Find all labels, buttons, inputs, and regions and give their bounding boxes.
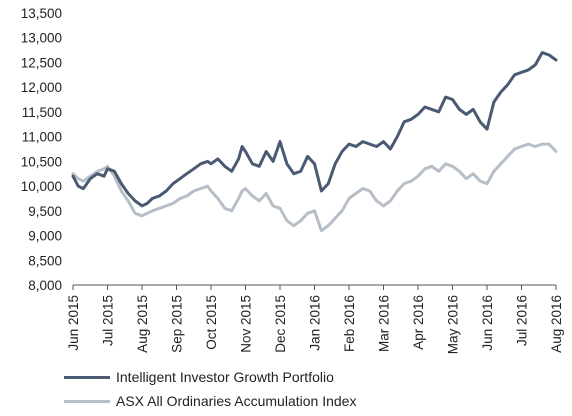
y-tick-label: 9,000 (28, 229, 62, 244)
y-tick-label: 10,500 (21, 154, 62, 169)
x-tick-label: Feb 2016 (342, 295, 357, 352)
y-tick-label: 12,000 (21, 80, 62, 95)
x-tick-label: Jan 2016 (308, 295, 323, 351)
x-tick-label: Nov 2015 (239, 295, 254, 353)
x-tick-label: Jul 2015 (101, 295, 116, 346)
legend-item: Intelligent Investor Growth Portfolio (64, 365, 356, 389)
legend-label: Intelligent Investor Growth Portfolio (116, 369, 334, 385)
y-tick-label: 13,500 (21, 6, 62, 21)
series-line-0 (71, 51, 558, 208)
legend-swatch (64, 399, 110, 403)
y-tick-label: 11,500 (22, 105, 62, 120)
y-tick-label: 13,000 (21, 31, 62, 46)
x-tick-label: Oct 2015 (204, 295, 219, 350)
legend-item: ASX All Ordinaries Accumulation Index (64, 389, 356, 413)
x-tick-label: Mar 2016 (377, 295, 392, 352)
legend-swatch (64, 375, 110, 379)
x-tick-label: Jul 2016 (515, 295, 530, 346)
legend: Intelligent Investor Growth Portfolio ASX… (64, 365, 356, 413)
series-lines (71, 51, 558, 233)
y-tick-label: 11,000 (22, 130, 62, 145)
y-tick-label: 12,500 (21, 55, 62, 70)
x-tick-label: Aug 2016 (549, 295, 564, 353)
series-line-1 (71, 142, 558, 233)
x-tick-label: Aug 2015 (135, 295, 150, 353)
x-tick-label: Dec 2015 (273, 295, 288, 353)
x-tick-label: Apr 2016 (411, 295, 426, 350)
legend-label: ASX All Ordinaries Accumulation Index (116, 393, 357, 409)
y-tick-label: 8,000 (28, 278, 62, 293)
y-tick-label: 9,500 (28, 204, 62, 219)
y-tick-label: 8,500 (28, 253, 62, 268)
x-tick-label: Sep 2015 (170, 295, 185, 353)
x-tick-label: Jun 2016 (480, 295, 495, 351)
y-tick-label: 10,000 (21, 179, 62, 194)
y-axis-ticks: 8,000 8,500 9,000 9,500 10,000 10,500 11,000 11… (21, 6, 62, 293)
x-tick-label: Jun 2015 (66, 295, 81, 351)
x-axis-ticks: Jun 2015 Jul 2015 Aug 2015 Sep 2015 Oct 2015… (66, 285, 564, 354)
x-tick-label: May 2016 (446, 295, 461, 354)
